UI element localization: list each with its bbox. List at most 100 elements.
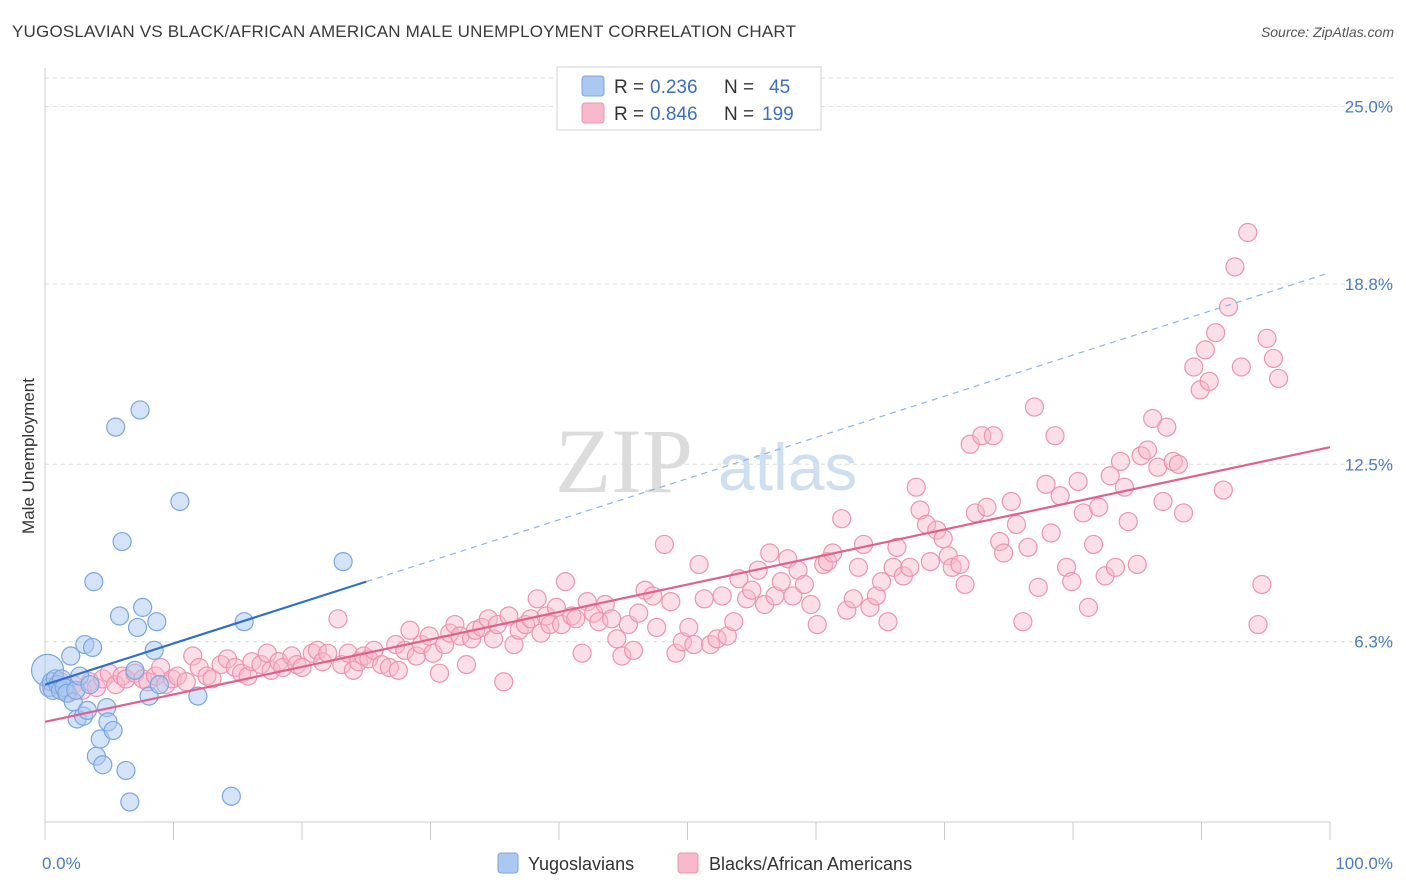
black-point-107 (684, 634, 704, 655)
watermark-zip: ZIP (555, 410, 693, 512)
yugoslavian-trend-extension (366, 272, 1331, 583)
black-point-106 (679, 617, 699, 638)
tick-labels: 6.3% 12.5% 18.8% 25.0% 0.0% 100.0% (42, 98, 1393, 873)
legend-r-value-2: 0.846 (650, 104, 698, 125)
black-point-198 (1199, 371, 1219, 391)
yugoslavian-point-41 (188, 686, 208, 706)
yugoslavian-point-20 (84, 572, 104, 592)
black-point-127 (801, 594, 821, 615)
black-point-137 (860, 597, 880, 617)
black-point-43 (328, 609, 348, 629)
black-point-134 (843, 589, 863, 609)
black-point-88 (572, 643, 592, 663)
black-point-122 (771, 572, 791, 592)
black-point-150 (933, 529, 953, 549)
black-point-206 (1252, 574, 1272, 595)
black-point-185 (1127, 554, 1147, 575)
black-point-135 (848, 557, 869, 577)
x-tick-label-0: 0.0% (42, 854, 81, 873)
black-point-101 (647, 617, 667, 638)
black-point-209 (1268, 368, 1289, 389)
black-point-171 (1050, 486, 1070, 506)
black-point-95 (612, 646, 632, 666)
black-point-109 (694, 589, 714, 609)
yugoslavian-point-23 (93, 755, 113, 775)
black-point-82 (540, 614, 560, 635)
black-point-113 (717, 626, 737, 646)
black-point-195 (1184, 357, 1204, 377)
black-point-164 (1013, 612, 1033, 632)
yugoslavian-point-42 (221, 786, 241, 806)
black-point-126 (794, 574, 815, 595)
black-point-139 (871, 572, 892, 592)
black-point-162 (1001, 491, 1021, 512)
black-point-158 (977, 497, 997, 517)
black-point-114 (724, 612, 744, 632)
bottom-legend-label-blacks: Blacks/African Americans (709, 854, 912, 874)
black-point-191 (1157, 417, 1177, 437)
trend-lines (44, 272, 1331, 723)
black-point-66 (456, 655, 477, 675)
series-blacks (41, 222, 1289, 703)
black-point-168 (1036, 474, 1056, 494)
black-point-201 (1218, 297, 1239, 317)
black-point-73 (494, 672, 514, 692)
legend-r-value-1: 0.236 (650, 77, 698, 98)
yugoslavian-point-33 (127, 617, 148, 638)
black-point-138 (866, 586, 886, 606)
black-point-193 (1168, 454, 1188, 474)
black-point-102 (654, 534, 674, 555)
black-point-124 (783, 586, 803, 606)
black-point-56 (400, 620, 420, 640)
yugoslavian-point-19 (82, 637, 103, 658)
black-point-182 (1110, 451, 1131, 472)
black-point-61 (429, 663, 450, 683)
black-point-21 (183, 646, 203, 666)
yugoslavian-point-32 (125, 660, 145, 680)
black-point-128 (807, 614, 827, 635)
black-point-120 (760, 543, 780, 563)
black-point-153 (950, 554, 970, 575)
yugoslavian-point-31 (120, 792, 140, 812)
legend-r-label-1: R = (614, 77, 644, 98)
yugoslavian-point-18 (80, 675, 100, 695)
chart-title: YUGOSLAVIAN VS BLACK/AFRICAN AMERICAN MA… (12, 22, 797, 41)
black-point-93 (602, 609, 622, 629)
yugoslavian-point-10 (61, 646, 81, 666)
black-point-176 (1078, 597, 1099, 617)
black-point-161 (994, 543, 1014, 563)
black-point-203 (1231, 357, 1251, 377)
black-point-207 (1257, 328, 1277, 348)
black-point-85 (555, 572, 576, 592)
source-label: Source: ZipAtlas.com (1260, 24, 1394, 40)
yugoslavian-point-39 (149, 675, 169, 695)
y-tick-label-1: 12.5% (1345, 455, 1393, 474)
black-point-142 (887, 537, 907, 557)
legend-n-value-2: 199 (762, 104, 794, 125)
black-point-184 (1118, 511, 1138, 532)
black-point-174 (1068, 471, 1088, 492)
black-point-200 (1213, 480, 1233, 500)
legend-r-label-2: R = (614, 104, 644, 125)
yugoslavian-point-40 (170, 491, 190, 512)
y-tick-label-2: 18.8% (1345, 275, 1393, 294)
black-point-169 (1041, 523, 1061, 543)
black-point-133 (837, 600, 857, 620)
black-trend-line (44, 446, 1331, 723)
black-point-144 (900, 557, 920, 577)
series-yugoslavians (30, 400, 353, 812)
black-point-152 (942, 557, 962, 577)
black-point-57 (406, 646, 426, 666)
black-point-54 (388, 660, 408, 680)
black-point-104 (666, 643, 686, 663)
black-point-157 (972, 426, 992, 446)
bottom-legend-swatch-blacks (677, 852, 699, 874)
yugoslavian-point-30 (116, 760, 136, 781)
legend-top: R = 0.236 N = 45 R = 0.846 N = 199 (556, 66, 822, 131)
y-tick-label-0: 6.3% (1354, 633, 1393, 652)
black-point-202 (1225, 257, 1245, 277)
black-point-166 (1024, 397, 1045, 417)
legend-n-label-1: N = (724, 77, 754, 98)
black-point-71 (483, 629, 504, 649)
black-point-148 (920, 551, 940, 572)
